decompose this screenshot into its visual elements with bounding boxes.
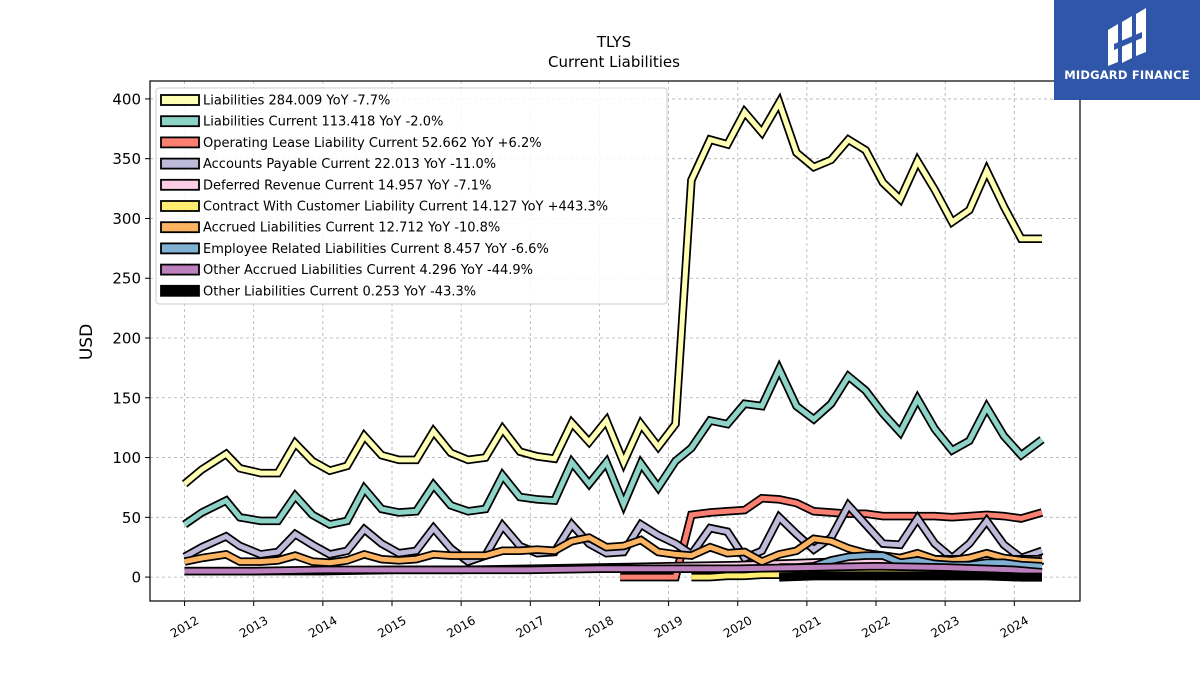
legend-swatch [160,221,200,234]
legend-swatch [160,284,200,297]
x-tick-label: 2014 [306,613,339,640]
x-tick-label: 2013 [237,613,270,640]
legend-label: Employee Related Liabilities Current 8.4… [203,242,549,257]
logo-mark-icon [1108,8,1146,66]
y-tick-label: 150 [112,389,141,407]
y-tick-label: 250 [112,270,141,288]
x-tick-label: 2019 [652,613,685,640]
x-tick-label: 2024 [998,613,1031,640]
brand-logo: MIDGARD FINANCE [1054,0,1200,100]
series-line-9 [779,572,1042,581]
y-tick-label: 350 [112,150,141,168]
legend-label: Operating Lease Liability Current 52.662… [203,136,542,151]
legend-swatch [160,200,200,212]
legend-swatch [160,242,200,255]
x-tick-label: 2022 [859,613,892,640]
x-tick-label: 2016 [444,613,477,640]
x-tick-label: 2012 [168,613,201,640]
axes-frame [149,80,1081,602]
series-line-8 [184,563,1043,575]
series-line-1 [183,363,1044,528]
y-tick-label: 400 [112,90,141,108]
legend-box [155,87,668,305]
plot-area [181,92,1045,582]
y-tick-label: 50 [122,509,141,527]
legend: Liabilities 284.009 YoY -7.7% Liabilities… [155,87,668,305]
legend-swatch [160,178,200,191]
y-tick-label: 300 [112,210,141,228]
x-tick-label: 2018 [583,613,616,640]
legend-label: Liabilities 284.009 YoY -7.7% [203,94,390,109]
series-line-3 [183,501,1043,565]
legend-swatch [160,263,200,276]
legend-label: Contract With Customer Liability Current… [203,200,608,215]
legend-label: Other Liabilities Current 0.253 YoY -43.… [203,284,476,299]
chart-subtitle: Current Liabilities [548,53,680,71]
x-tick-label: 2023 [928,613,961,640]
x-tick-label: 2017 [514,613,547,640]
x-tick-label: 2015 [375,613,408,640]
legend-label: Accrued Liabilities Current 12.712 YoY -… [203,221,500,236]
x-tick-label: 2021 [790,613,823,640]
legend-swatch [160,136,200,149]
legend-label: Accounts Payable Current 22.013 YoY -11.… [203,157,496,172]
y-tick-label: 100 [112,449,141,467]
legend-swatch [160,94,200,106]
legend-swatch [160,157,200,170]
y-tick-label: 200 [112,330,141,348]
chart-title: TLYS [596,33,631,51]
x-tick-label: 2020 [721,613,754,640]
legend-swatch [160,115,200,128]
logo-text: MIDGARD FINANCE [1064,68,1190,82]
legend-label: Deferred Revenue Current 14.957 YoY -7.1… [203,178,491,193]
series-line-0 [183,96,1042,486]
y-axis-label: USD [77,324,97,360]
legend-label: Liabilities Current 113.418 YoY -2.0% [203,115,443,130]
y-tick-label: 0 [131,569,141,587]
legend-label: Other Accrued Liabilities Current 4.296 … [203,263,533,278]
